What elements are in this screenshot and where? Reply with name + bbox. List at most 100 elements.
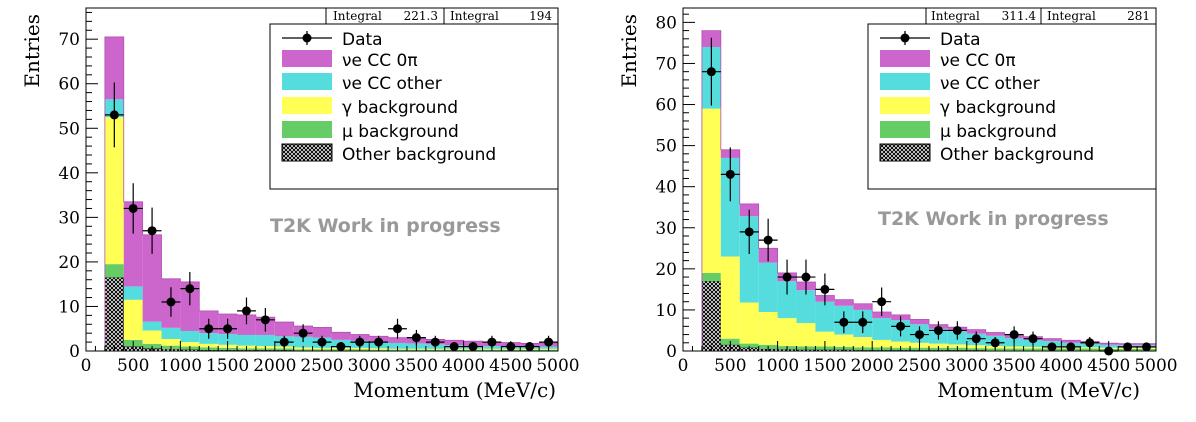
bar-nue-cc0pi: [142, 234, 162, 322]
y-tick-label: 20: [655, 260, 677, 280]
x-tick-label: 5000: [1134, 356, 1177, 376]
bar-nue-ccother: [777, 281, 797, 319]
y-tick-label: 40: [655, 178, 677, 198]
bar-nue-ccother: [142, 321, 162, 331]
legend-label-data: Data: [342, 30, 383, 50]
data-point: [218, 318, 238, 339]
stack-outline: [701, 30, 1157, 351]
data-point: [293, 324, 313, 343]
stat-label-2: Integral: [1047, 9, 1096, 23]
legend-entry-mu-bg: μ background: [880, 121, 1057, 142]
y-axis-label: Entries: [20, 14, 44, 88]
legend-swatch-gamma-bg: [282, 97, 332, 114]
x-tick-label: 0: [678, 356, 689, 376]
bar-nue-ccother: [815, 301, 835, 332]
bar-nue-ccother: [237, 334, 256, 346]
bar-gamma-bg: [720, 256, 740, 339]
bar-nue-ccother: [123, 286, 143, 300]
legend-entry-other-bg: Other background: [281, 143, 496, 165]
bar-gamma-bg: [853, 337, 873, 348]
x-tick-label: 2500: [898, 356, 941, 376]
bar-gamma-bg: [142, 330, 162, 344]
bar-gamma-bg: [872, 339, 892, 348]
x-tick-label: 3500: [395, 356, 438, 376]
bar-gamma-bg: [796, 323, 816, 347]
data-point: [853, 311, 873, 334]
y-tick-label: 0: [666, 342, 677, 362]
legend-entry-gamma-bg: γ background: [282, 97, 458, 118]
watermark: T2K Work in progress: [878, 208, 1109, 230]
legend-entry-data: Data: [282, 30, 383, 50]
watermark: T2K Work in progress: [270, 215, 501, 237]
data-point: [947, 321, 967, 340]
bar-gamma-bg: [891, 341, 911, 348]
bar-mu-bg: [739, 343, 759, 348]
bar-nue-cc0pi: [274, 322, 294, 337]
data-points: [701, 37, 1156, 356]
legend-entry-nue-cc0pi: νe CC 0π: [282, 50, 418, 71]
data-point: [777, 259, 797, 295]
y-tick-label: 60: [58, 75, 80, 95]
stat-value-2: 281: [1127, 9, 1150, 23]
bar-nue-ccother: [796, 290, 816, 324]
legend-swatch-nue-cc0pi: [282, 50, 332, 67]
bar-nue-cc0pi: [834, 299, 854, 306]
data-point: [274, 335, 294, 349]
y-axis-label: Entries: [617, 14, 641, 88]
legend-label-other-bg: Other background: [342, 145, 496, 165]
y-tick-label: 10: [655, 301, 677, 321]
bar-nue-cc0pi: [1042, 338, 1062, 342]
bar-nue-cc0pi: [1061, 340, 1081, 343]
data-point: [1004, 326, 1024, 343]
data-points: [104, 82, 558, 352]
bar-nue-ccother: [255, 334, 275, 347]
data-point: [123, 183, 143, 234]
stat-box: Integral 221.3 Integral 194: [325, 7, 559, 25]
data-point: [720, 147, 740, 202]
data-marker-icon: [302, 33, 312, 43]
bar-nue-ccother: [218, 334, 238, 345]
y-tick-label: 20: [58, 253, 80, 273]
data-point: [872, 287, 892, 316]
bar-nue-cc0pi: [388, 337, 407, 343]
bar-other-bg: [104, 277, 125, 352]
bar-nue-ccother: [161, 327, 181, 339]
bar-nue-cc0pi: [312, 327, 332, 338]
data-point: [1023, 331, 1043, 346]
x-tick-label: 1500: [206, 356, 249, 376]
y-tick-label: 10: [58, 297, 80, 317]
x-tick-label: 1000: [159, 356, 202, 376]
bar-gamma-bg: [758, 311, 778, 345]
legend-swatch-gamma-bg: [880, 97, 930, 114]
bar-mu-bg: [701, 272, 721, 282]
data-marker-icon: [900, 33, 910, 43]
bar-gamma-bg: [815, 331, 835, 347]
y-tick-label: 60: [655, 96, 677, 116]
stat-value-1: 311.4: [1002, 9, 1037, 23]
data-point: [796, 259, 816, 295]
bar-nue-cc0pi: [910, 319, 929, 325]
data-point: [388, 318, 407, 339]
bar-gamma-bg: [123, 299, 143, 340]
legend-label-gamma-bg: γ background: [940, 98, 1056, 118]
x-tick-label: 2000: [851, 356, 894, 376]
data-point: [425, 335, 445, 349]
data-point: [966, 331, 986, 346]
bar-gamma-bg: [104, 117, 124, 265]
legend-entry-gamma-bg: γ background: [880, 97, 1056, 118]
bar-gamma-bg: [928, 343, 948, 348]
stat-label-2: Integral: [450, 9, 499, 23]
bar-nue-cc0pi: [237, 314, 256, 335]
stat-box: Integral 311.4 Integral 281: [925, 7, 1157, 25]
data-point: [891, 316, 911, 337]
bar-other-bg: [701, 280, 722, 352]
bar-nue-cc0pi: [331, 332, 351, 340]
y-tick-label: 80: [655, 13, 677, 33]
legend-label-mu-bg: μ background: [940, 122, 1057, 142]
bar-nue-ccother: [758, 262, 778, 312]
x-tick-label: 4500: [489, 356, 532, 376]
y-tick-label: 50: [655, 137, 677, 157]
x-tick-label: 5000: [536, 356, 579, 376]
bar-gamma-bg: [199, 343, 219, 348]
